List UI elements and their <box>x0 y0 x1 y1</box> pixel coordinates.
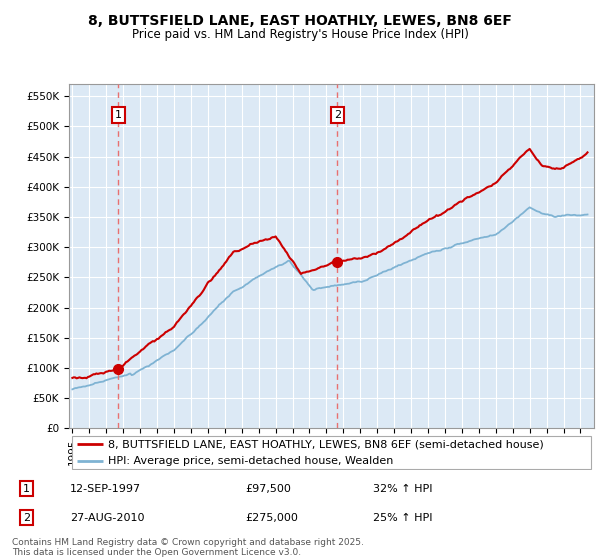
Text: 1: 1 <box>115 110 122 120</box>
Text: 27-AUG-2010: 27-AUG-2010 <box>70 512 145 522</box>
Text: Price paid vs. HM Land Registry's House Price Index (HPI): Price paid vs. HM Land Registry's House … <box>131 28 469 41</box>
Text: 8, BUTTSFIELD LANE, EAST HOATHLY, LEWES, BN8 6EF: 8, BUTTSFIELD LANE, EAST HOATHLY, LEWES,… <box>88 14 512 28</box>
Text: 2: 2 <box>23 512 30 522</box>
Text: 32% ↑ HPI: 32% ↑ HPI <box>373 484 433 494</box>
Text: 2: 2 <box>334 110 341 120</box>
Text: 12-SEP-1997: 12-SEP-1997 <box>70 484 142 494</box>
Text: 8, BUTTSFIELD LANE, EAST HOATHLY, LEWES, BN8 6EF (semi-detached house): 8, BUTTSFIELD LANE, EAST HOATHLY, LEWES,… <box>109 439 544 449</box>
FancyBboxPatch shape <box>71 436 592 469</box>
Text: Contains HM Land Registry data © Crown copyright and database right 2025.
This d: Contains HM Land Registry data © Crown c… <box>12 538 364 557</box>
Text: 25% ↑ HPI: 25% ↑ HPI <box>373 512 433 522</box>
Text: £97,500: £97,500 <box>245 484 290 494</box>
Text: £275,000: £275,000 <box>245 512 298 522</box>
Text: HPI: Average price, semi-detached house, Wealden: HPI: Average price, semi-detached house,… <box>109 456 394 466</box>
Text: 1: 1 <box>23 484 30 494</box>
